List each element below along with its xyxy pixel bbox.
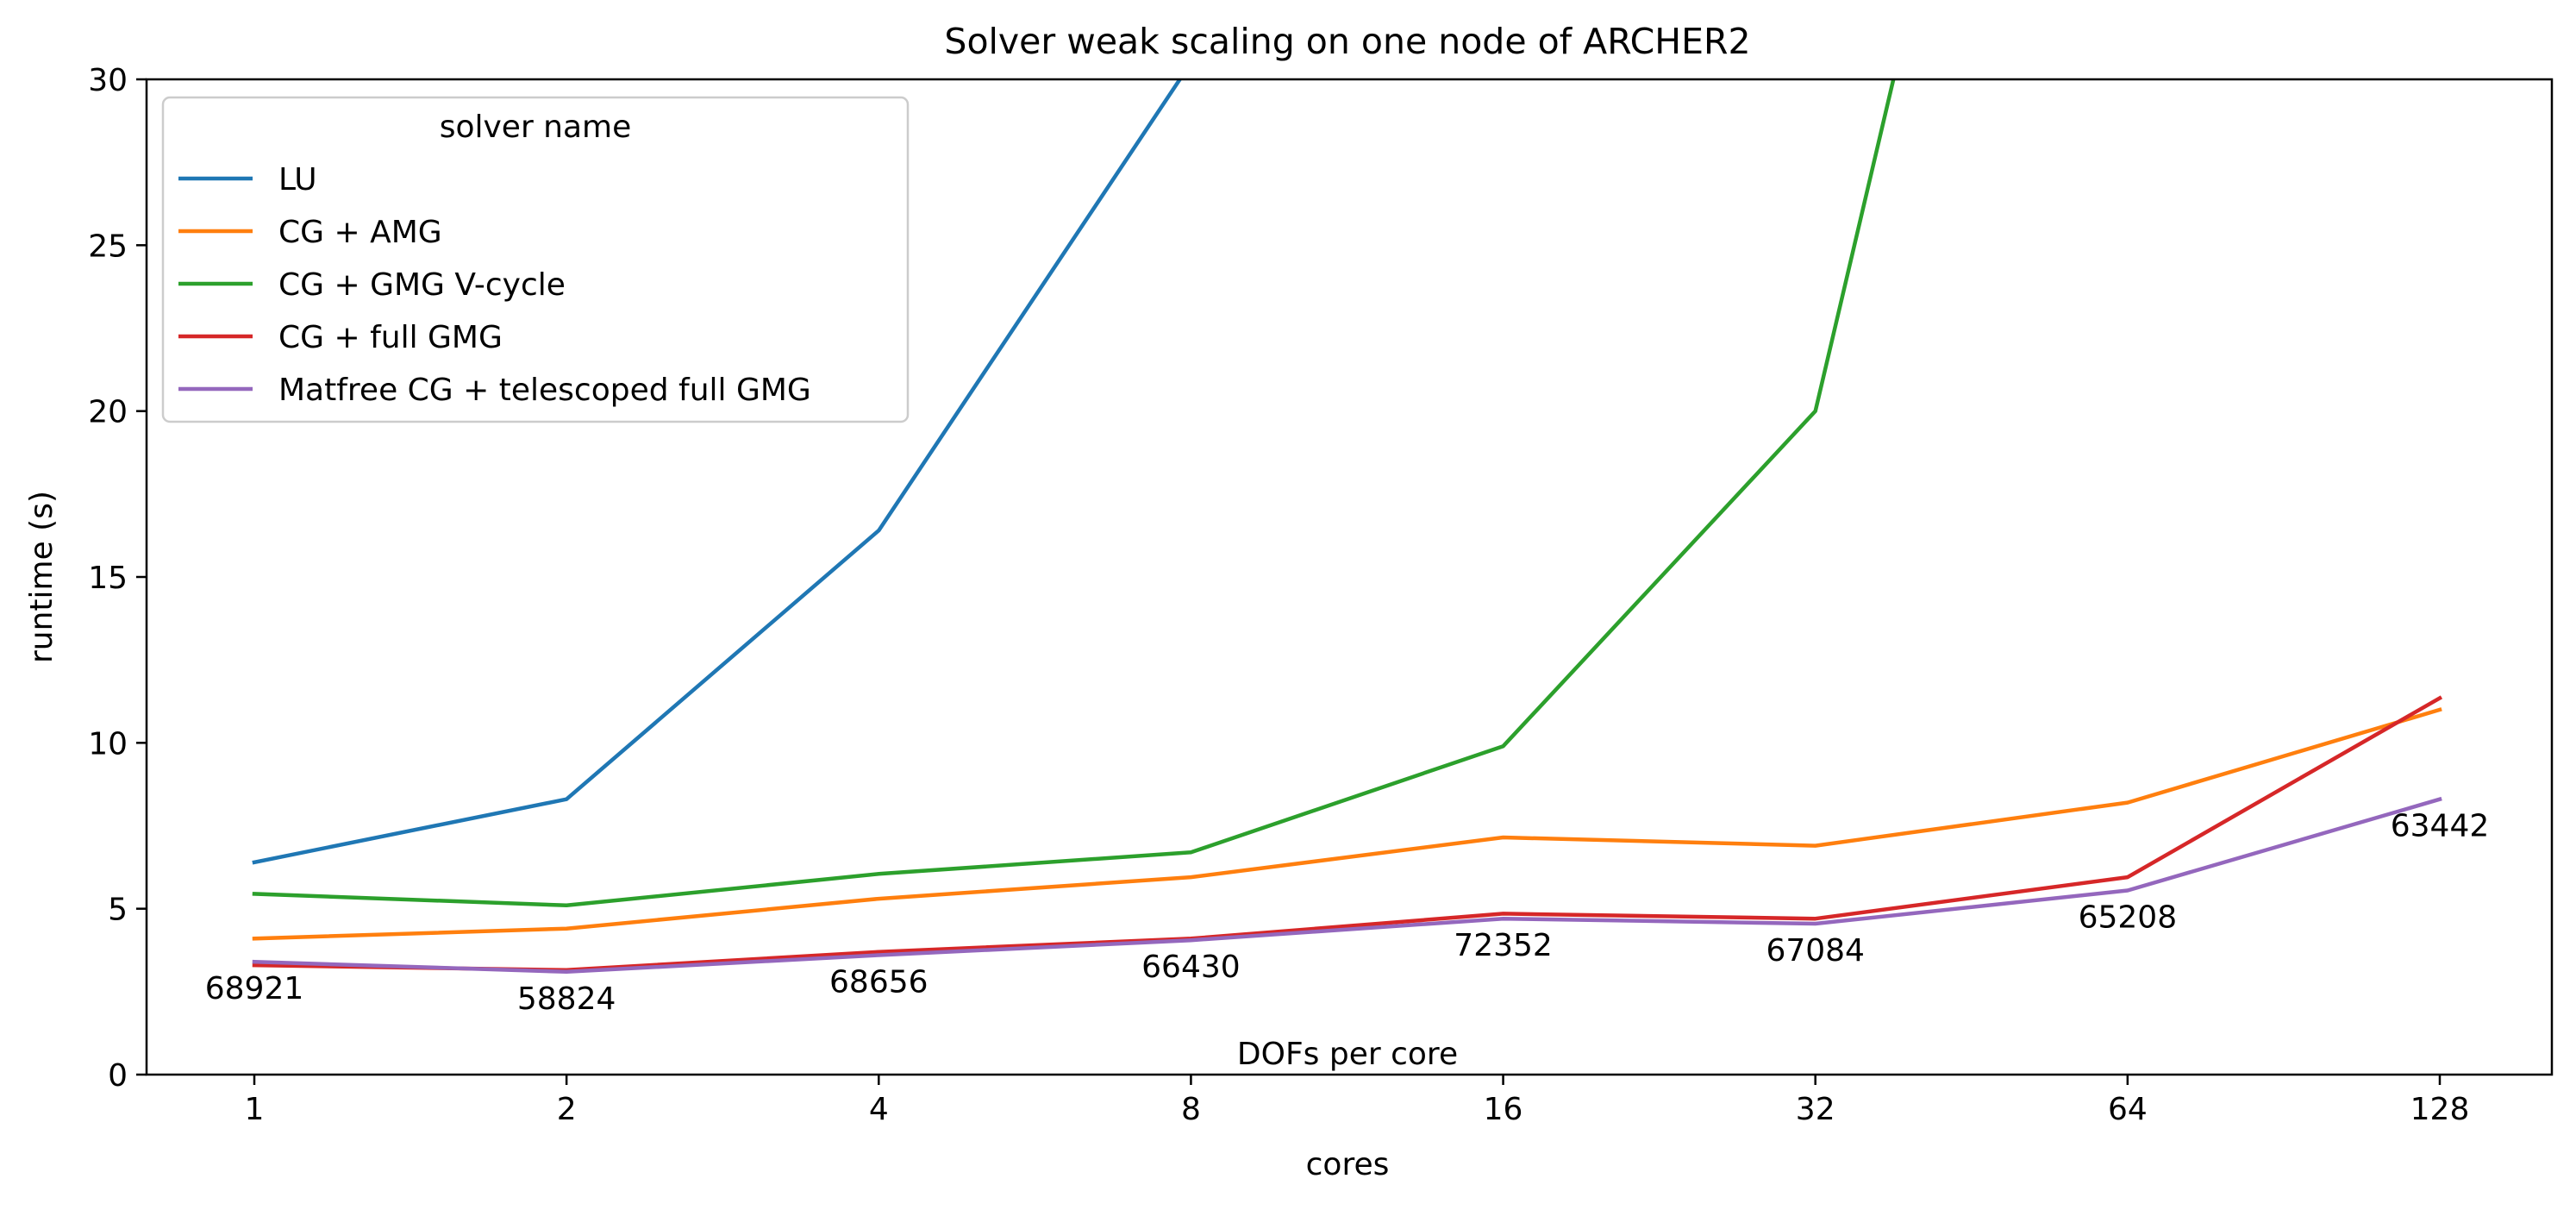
dofs-per-core-label: 72352 (1454, 928, 1553, 963)
dofs-per-core-label: 63442 (2391, 809, 2490, 844)
dofs-per-core-label: 65208 (2079, 900, 2178, 936)
legend-label-matfree-cg-telescoped-full-gmg: Matfree CG + telescoped full GMG (278, 373, 811, 408)
x-tick-label: 64 (2108, 1092, 2148, 1127)
chart-title: Solver weak scaling on one node of ARCHE… (944, 21, 1750, 62)
x-tick-label: 128 (2410, 1092, 2470, 1127)
annotation-label: DOFs per core (1237, 1037, 1458, 1072)
x-axis-label: cores (1306, 1147, 1390, 1182)
x-tick-label: 4 (869, 1092, 889, 1127)
dofs-per-core-label: 67084 (1766, 933, 1865, 969)
legend-title: solver name (440, 110, 632, 145)
legend-entries: LU CG + AMG CG + GMG V-cycle CG + full GMG M… (178, 162, 811, 408)
x-tick-label: 16 (1484, 1092, 1523, 1127)
x-tick-label: 32 (1796, 1092, 1835, 1127)
series-line-cg-amg (252, 707, 2442, 941)
y-tick-label: 15 (88, 561, 128, 596)
x-tick-label: 1 (245, 1092, 265, 1127)
legend-box (161, 96, 910, 423)
legend-label-cg-amg: CG + AMG (278, 215, 442, 250)
x-tick-label: 2 (557, 1092, 577, 1127)
dofs-per-core-label: 66430 (1141, 950, 1241, 985)
plot-frame (145, 78, 2554, 1076)
y-tick-label: 5 (108, 893, 128, 928)
series-line-cg-gmg-v-cycle (252, 79, 1896, 908)
series-layer (252, 79, 2443, 975)
y-tick-label: 0 (108, 1058, 128, 1094)
legend-label-lu: LU (278, 162, 317, 197)
dofs-per-core-label: 68656 (829, 965, 928, 1000)
dofs-per-core-label: 68921 (205, 971, 304, 1006)
series-line-lu (252, 79, 1183, 865)
y-tick-label: 25 (88, 229, 128, 264)
series-line-cg-full-gmg (252, 695, 2443, 973)
dofs-per-core-label: 58824 (517, 981, 616, 1017)
legend-label-cg-full-gmg: CG + full GMG (278, 320, 503, 355)
y-tick-label: 20 (88, 395, 128, 430)
ticks-layer: 1 2 4 8 16 32 64 128 0 5 10 15 20 25 30 (88, 63, 2469, 1127)
legend-label-cg-gmg-v-cycle: CG + GMG V-cycle (278, 267, 566, 303)
legend: solver name LU CG + AMG CG + GMG V-cycle CG… (161, 96, 910, 423)
y-tick-label: 10 (88, 726, 128, 762)
series-line-matfree-cg-telescoped-full-gmg (252, 796, 2442, 975)
y-axis-label: runtime (s) (24, 491, 59, 663)
y-tick-label: 30 (88, 63, 128, 98)
x-tick-label: 8 (1181, 1092, 1201, 1127)
dofs-annotations: 68921 58824 68656 66430 72352 67084 65208 63442 (205, 809, 2490, 1017)
